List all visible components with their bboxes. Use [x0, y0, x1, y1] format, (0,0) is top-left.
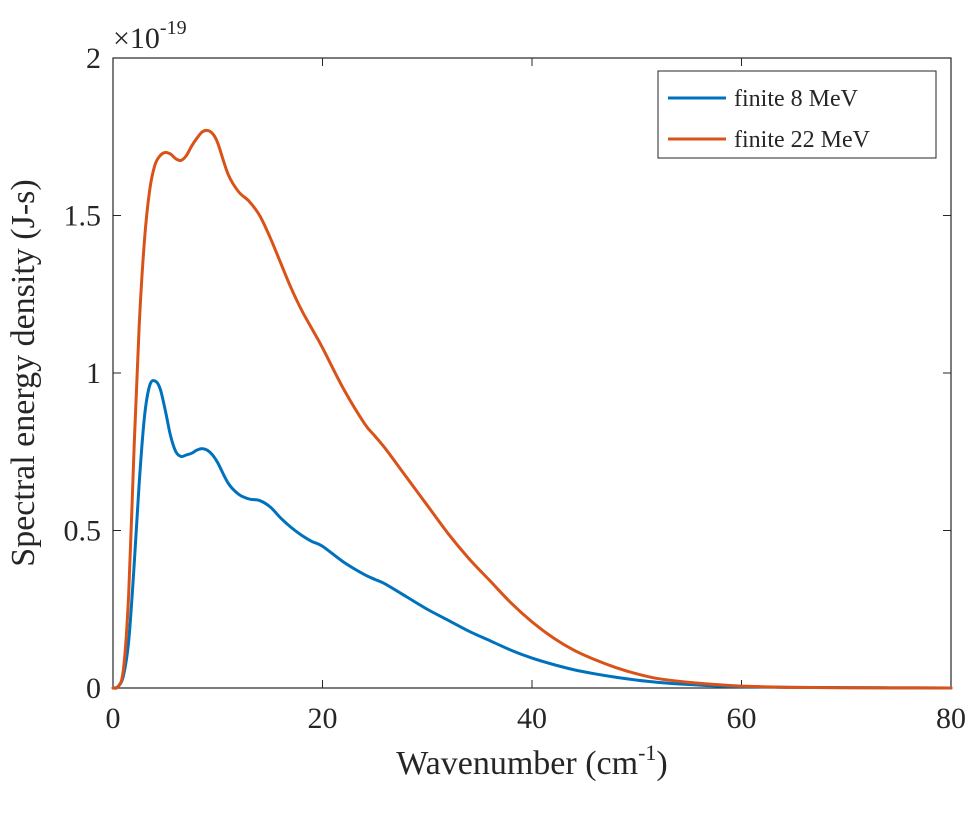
y-tick-label: 0.5 — [64, 515, 102, 548]
legend: finite 8 MeV finite 22 MeV — [657, 70, 937, 159]
series-lines — [111, 128, 953, 690]
legend-box — [657, 70, 937, 159]
x-tick-label: 0 — [106, 702, 121, 735]
series-line-finite-22-mev — [111, 128, 953, 690]
y-tick-label: 1 — [86, 357, 101, 390]
legend-label-8mev: finite 8 MeV — [734, 86, 859, 112]
y-tick-label: 1.5 — [64, 200, 102, 233]
y-axis-title: Spectral energy density (J-s) — [5, 179, 42, 566]
x-tick-label: 20 — [308, 702, 338, 735]
y-tick-label: 2 — [86, 42, 101, 75]
x-tick-label: 60 — [727, 702, 757, 735]
axis-ticks: 0 20 40 60 80 0 0.5 1 1.5 2 — [64, 42, 967, 735]
x-axis-title: Wavenumber (cm-1) — [396, 740, 667, 782]
y-tick-label: 0 — [86, 672, 101, 705]
legend-label-22mev: finite 22 MeV — [734, 127, 871, 153]
series-line-finite-8-mev — [111, 379, 953, 690]
x-tick-label: 80 — [936, 702, 966, 735]
y-axis-multiplier: ×10-19 — [113, 17, 187, 55]
x-tick-label: 40 — [517, 702, 547, 735]
